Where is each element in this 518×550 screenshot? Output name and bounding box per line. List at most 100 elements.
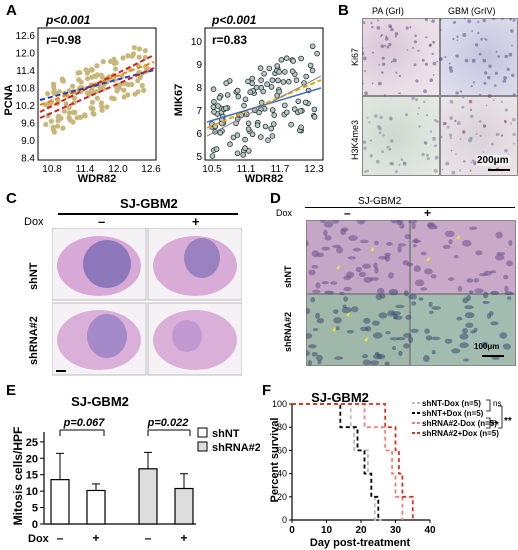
scatter-left-point	[84, 76, 91, 82]
scatter-left-point	[43, 121, 49, 127]
histo-nucleus	[489, 270, 497, 274]
ihc-cell	[362, 51, 365, 56]
histo-nucleus	[456, 316, 463, 321]
ihc-cell	[371, 82, 374, 85]
scatter-left-point	[61, 108, 67, 114]
histo-nucleus	[375, 293, 382, 300]
ihc-cell	[504, 108, 508, 112]
scatter-left-point	[109, 95, 115, 101]
ihc-cell	[377, 19, 380, 22]
ihc-cell	[479, 93, 482, 96]
ihc-cell	[364, 70, 366, 72]
scatter-left-point	[93, 73, 99, 79]
histo-nucleus	[411, 222, 416, 230]
ihc-cell	[436, 120, 439, 123]
ihc-cell	[511, 73, 515, 77]
f-xtick: 40	[424, 525, 436, 536]
histo-nucleus	[408, 220, 418, 224]
ihc-cell	[500, 18, 504, 20]
scatter-right-point	[245, 78, 251, 85]
histo-nucleus	[373, 262, 378, 269]
ihc-cell	[390, 27, 394, 32]
scatter-left-point	[88, 67, 94, 73]
histo-nucleus	[414, 279, 425, 287]
ihc-cell	[372, 51, 374, 54]
scatter-right-point	[276, 69, 282, 75]
ihc-cell	[369, 154, 373, 158]
ihc-cell	[371, 25, 374, 29]
scatter-left-point	[63, 101, 69, 107]
e-xtick: –	[57, 531, 64, 545]
ihc-cell	[482, 124, 487, 128]
panel-e-bar-chart: SJ-GBM2 Mitosis cells/HPF 0 5 10 15 20 25 p=0…	[11, 394, 260, 545]
histo-nucleus	[392, 346, 397, 351]
left-r-value: r=0.98	[46, 33, 81, 47]
scatter-right-point	[311, 106, 318, 113]
ihc-cell	[449, 116, 454, 120]
e-ytick: 25	[26, 437, 38, 449]
legend-shnt: shNT	[212, 428, 240, 440]
f-ytick: 20	[277, 492, 287, 502]
scatter-left-point	[66, 104, 72, 110]
scatter-right-point	[235, 93, 242, 100]
right-xlabel: WDR82	[245, 173, 284, 185]
panel-d-dox: Dox	[276, 208, 293, 218]
ihc-cell	[495, 50, 498, 53]
histo-nucleus	[413, 265, 421, 273]
ihc-cell	[474, 43, 479, 47]
histo-nucleus	[395, 304, 405, 309]
ihc-cell	[470, 161, 473, 164]
histo-nucleus	[315, 282, 321, 289]
scatter-left-point	[66, 110, 72, 116]
histo-nucleus	[389, 337, 400, 341]
histo-nucleus	[324, 290, 334, 295]
histo-nucleus	[481, 344, 489, 348]
histo-nucleus	[402, 260, 410, 266]
ihc-cell	[426, 157, 430, 161]
fit-line-orange	[39, 61, 155, 106]
histo-nucleus	[362, 354, 369, 359]
arrowhead-marker	[456, 235, 460, 240]
left-xlabel: WDR82	[78, 173, 117, 185]
histo-nucleus	[403, 333, 412, 338]
panel-f-ylabel: Percent survival	[269, 418, 281, 503]
ihc-cell	[414, 34, 417, 38]
ihc-cell	[409, 26, 412, 29]
ihc-cell	[511, 44, 513, 47]
ihc-cell	[512, 117, 516, 122]
histo-nucleus	[486, 313, 492, 319]
panel-b-row2: H3K4me3	[350, 119, 360, 160]
ci-line-gray-right	[206, 75, 322, 137]
histo-nucleus	[355, 266, 362, 273]
ihc-cell	[449, 99, 454, 104]
scatter-left-point	[89, 99, 95, 105]
histo-nucleus	[423, 355, 430, 362]
right-xtick: 12.3	[304, 164, 324, 175]
histo-nucleus	[372, 320, 380, 326]
e-ytick: 20	[26, 453, 38, 465]
scatter-left-point	[59, 76, 65, 82]
histo-nucleus	[473, 327, 478, 333]
panel-label-a: A	[6, 2, 17, 19]
f-xtick: 20	[355, 525, 367, 536]
scatter-right-point	[281, 69, 288, 75]
ihc-cell	[423, 100, 426, 104]
panel-b-col2: GBM (GrIV)	[448, 6, 496, 16]
ihc-cell	[364, 170, 367, 173]
fit-line-orange-right	[206, 79, 322, 129]
ihc-cell	[480, 37, 483, 41]
sig-b: **	[504, 416, 512, 427]
scatter-left-point	[121, 94, 127, 100]
scatter-left-point	[120, 55, 126, 61]
scatter-right-point	[270, 121, 277, 127]
panel-e-title: SJ-GBM2	[71, 394, 129, 409]
scatter-left-point	[51, 87, 57, 93]
ihc-cell	[452, 37, 455, 41]
bracket-b	[498, 405, 503, 429]
ihc-cell	[471, 58, 476, 63]
sig-a: **	[491, 420, 499, 431]
ihc-cell	[381, 150, 384, 154]
left-ytick: 10.2	[16, 101, 36, 112]
scatter-left-point	[121, 87, 127, 93]
scatter-left-point	[112, 66, 119, 72]
